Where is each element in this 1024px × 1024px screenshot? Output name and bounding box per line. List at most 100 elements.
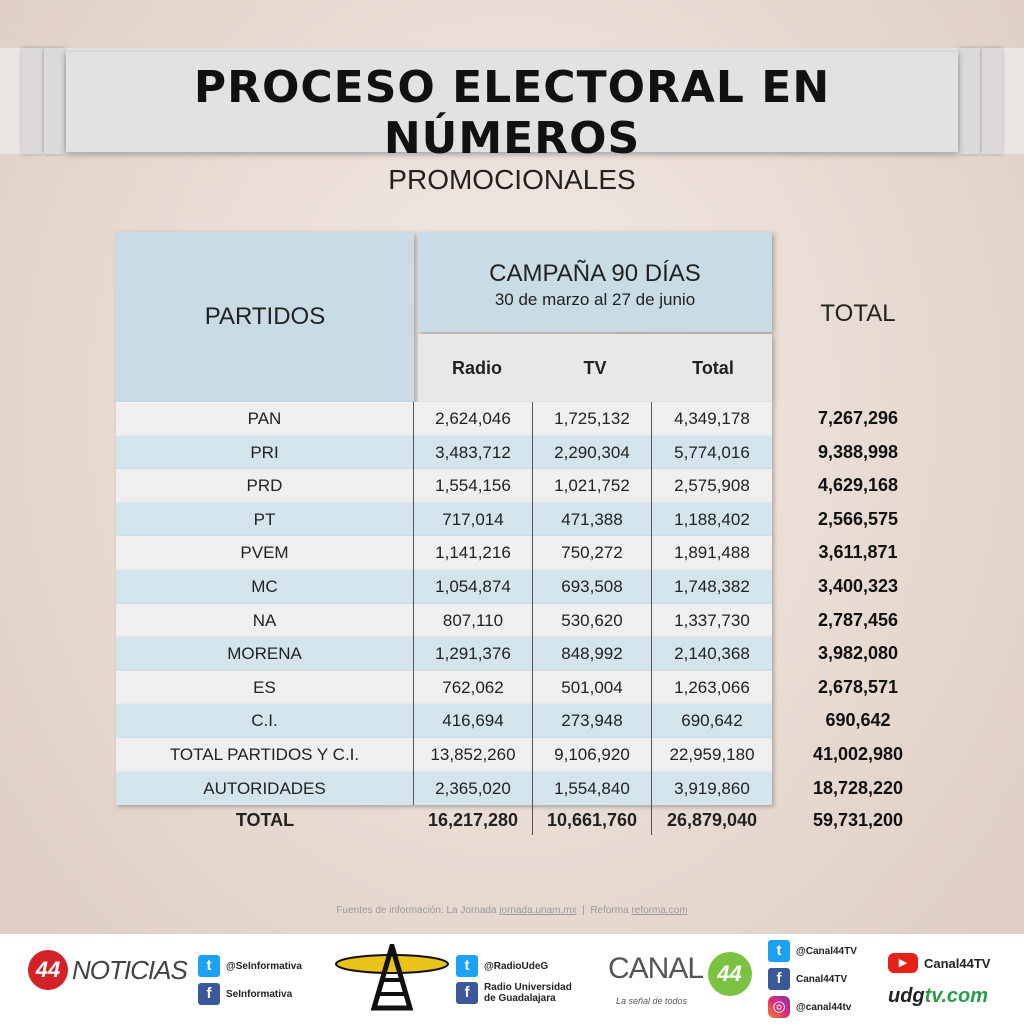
reforma-link[interactable]: reforma.com [631, 905, 688, 916]
campaign-subheader: Radio TV Total [418, 334, 772, 402]
youtube-icon: ▶ [888, 953, 918, 973]
radio-value: 2,624,046 [414, 402, 533, 436]
tv-value: 530,620 [533, 603, 652, 638]
jornada-link[interactable]: jornada.unam.mx [499, 905, 577, 916]
campaign-header: CAMPAÑA 90 DÍAS 30 de marzo al 27 de jun… [418, 232, 772, 332]
radio-facebook-line1: Radio Universidad [484, 982, 572, 993]
total-value: 2,575,908 [674, 476, 750, 496]
c44-twitter-handle: @Canal44TV [796, 945, 857, 957]
grand-total-column: 7,267,296 9,388,998 4,629,168 2,566,575 … [790, 402, 926, 805]
table-row: MORENA 1,291,376 848,992 2,140,368 [116, 637, 772, 671]
radio-value: 3,483,712 [414, 435, 533, 470]
totals-grand: 59,731,200 [812, 810, 904, 830]
udgtv-link[interactable]: udgtv.com [888, 985, 988, 1008]
facebook-icon: f [198, 983, 220, 1005]
table-row: TOTAL PARTIDOS Y C.I. 13,852,260 9,106,9… [116, 737, 772, 772]
radio-twitter-handle: @RadioUdeG [484, 960, 549, 972]
total-value: 1,748,382 [674, 576, 750, 596]
party-name: MORENA [116, 637, 414, 671]
twitter-icon: t [768, 940, 790, 962]
grand-total-value: 3,982,080 [817, 643, 899, 664]
party-name: PAN [116, 402, 414, 436]
total-value: 1,337,730 [674, 610, 750, 630]
party-name: PT [116, 502, 414, 537]
grand-total-value: 3,400,323 [817, 575, 899, 596]
twitter-icon: t [456, 955, 478, 977]
youtube-handle: Canal44TV [924, 955, 991, 971]
party-name: PRD [116, 469, 414, 503]
radio-facebook[interactable]: f Radio Universidad de Guadalajara [456, 982, 572, 1004]
radio-value: 1,141,216 [414, 536, 533, 570]
grand-total-value: 3,611,871 [818, 542, 898, 563]
canal-tagline: La señal de todos [616, 996, 688, 1006]
footer-bar [0, 934, 1024, 1024]
tv-value: 693,508 [533, 569, 652, 604]
title-banner: PROCESO ELECTORAL EN NÚMEROS PROMOCIONAL… [66, 52, 958, 195]
radio-value: 807,110 [414, 603, 533, 638]
total-value: 690,642 [681, 711, 743, 731]
table-row: PRI 3,483,712 2,290,304 5,774,016 [116, 435, 772, 470]
sei-twitter-handle: @SeInformativa [226, 960, 302, 972]
total-value: 1,188,402 [674, 509, 750, 529]
partidos-header: PARTIDOS [116, 232, 414, 402]
grand-total-value: 2,787,456 [817, 609, 899, 630]
campaign-title: CAMPAÑA 90 DÍAS [489, 260, 701, 287]
tv-value: 501,004 [533, 670, 652, 705]
sei-facebook[interactable]: f SeInformativa [198, 983, 292, 1005]
total-value: 2,140,368 [674, 644, 750, 664]
banner-strip-right-2 [982, 48, 1002, 154]
radio-twitter[interactable]: t @RadioUdeG [456, 955, 548, 977]
facebook-icon: f [768, 968, 790, 990]
c44-twitter[interactable]: t @Canal44TV [768, 940, 857, 962]
tv-value: 471,388 [533, 502, 652, 537]
tv-value: 2,290,304 [533, 435, 652, 470]
table-row: PT 717,014 471,388 1,188,402 [116, 502, 772, 537]
sei-twitter[interactable]: t @SeInformativa [198, 955, 302, 977]
table-row: PRD 1,554,156 1,021,752 2,575,908 [116, 469, 772, 503]
canal-badge: 44 [707, 952, 752, 996]
c44-instagram-handle: @canal44tv [796, 1001, 852, 1013]
party-name: PRI [116, 435, 414, 470]
tv-value: 848,992 [533, 637, 652, 671]
c44-facebook[interactable]: f Canal44TV [768, 968, 847, 990]
radio-tower-icon [335, 944, 449, 1011]
radio-facebook-line2: de Guadalajara [484, 993, 556, 1004]
udgtv-suffix: tv.com [924, 985, 989, 1007]
sources-prefix: Fuentes de información: La Jornada [336, 905, 497, 916]
party-name: MC [116, 569, 414, 604]
banner-strip-right [960, 48, 980, 154]
total-value: 1,263,066 [674, 677, 750, 697]
total-header: TOTAL [820, 300, 896, 327]
totals-tv: 10,661,760 [533, 805, 652, 835]
radio-value: 1,291,376 [414, 637, 533, 671]
radio-value: 717,014 [414, 502, 533, 537]
c44-instagram[interactable]: ◎ @canal44tv [768, 996, 851, 1018]
total-value: 22,959,180 [669, 744, 755, 764]
party-name: C.I. [116, 704, 414, 738]
tv-value: 1,021,752 [533, 469, 652, 503]
grand-total-value: 690,642 [825, 710, 891, 731]
grand-total-value: 18,728,220 [812, 777, 904, 798]
total-value: 4,349,178 [674, 409, 750, 428]
totals-label: TOTAL [235, 810, 295, 830]
total-value: 1,891,488 [674, 543, 750, 563]
table-row: ES 762,062 501,004 1,263,066 [116, 670, 772, 705]
udgtv-prefix: udg [888, 985, 925, 1007]
canal-word: CANAL [608, 952, 704, 986]
radio-value: 416,694 [414, 704, 533, 738]
grand-total-value: 4,629,168 [817, 475, 899, 496]
page-title: PROCESO ELECTORAL EN NÚMEROS [193, 62, 831, 164]
grand-total-value: 7,267,296 [817, 408, 899, 428]
totals-total: 26,879,040 [666, 810, 758, 830]
table-row: PVEM 1,141,216 750,272 1,891,488 [116, 536, 772, 570]
total-value: 3,919,860 [674, 778, 750, 798]
tv-value: 273,948 [533, 704, 652, 738]
column-header-tv: TV [583, 358, 607, 378]
column-header-total: Total [692, 358, 734, 378]
radio-value: 2,365,020 [414, 771, 533, 806]
tv-value: 750,272 [533, 536, 652, 570]
youtube-channel[interactable]: ▶ Canal44TV [888, 953, 990, 973]
totals-row: TOTAL 16,217,280 10,661,760 26,879,040 [116, 805, 772, 835]
party-name: NA [116, 603, 414, 638]
party-name: TOTAL PARTIDOS Y C.I. [116, 737, 414, 772]
